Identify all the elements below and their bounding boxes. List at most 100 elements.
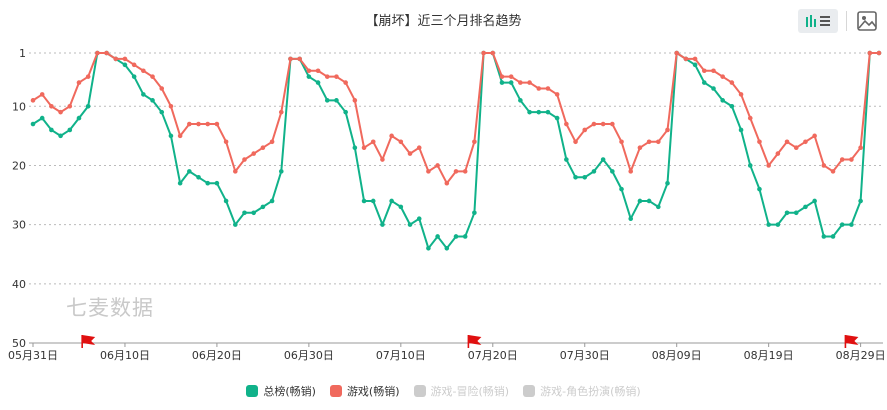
series-line xyxy=(32,52,879,250)
event-flag-icon xyxy=(845,335,859,345)
data-point xyxy=(416,145,422,150)
data-point xyxy=(187,169,192,174)
data-point xyxy=(49,127,54,133)
data-point xyxy=(701,80,707,85)
data-point xyxy=(527,80,532,85)
data-point xyxy=(812,198,817,204)
data-point xyxy=(812,133,817,139)
data-point xyxy=(619,139,624,145)
data-point xyxy=(242,210,247,216)
legend-item[interactable]: 游戏-角色扮演(畅销) xyxy=(523,383,641,399)
data-point xyxy=(683,56,689,62)
data-point xyxy=(554,92,560,97)
data-point xyxy=(573,174,578,180)
data-point xyxy=(582,174,588,180)
data-point xyxy=(656,139,661,145)
data-point xyxy=(610,169,615,174)
data-point xyxy=(518,98,523,103)
data-point xyxy=(315,68,321,74)
data-point xyxy=(95,50,100,56)
data-point xyxy=(564,121,569,127)
data-point xyxy=(637,198,643,204)
data-point xyxy=(177,180,183,186)
chart-title: 【崩坏】近三个月排名趋势 xyxy=(365,14,522,29)
x-tick-label: 06月30日 xyxy=(284,349,334,362)
x-tick-label: 07月20日 xyxy=(468,349,518,362)
data-point xyxy=(352,98,358,103)
data-point xyxy=(793,145,799,150)
save-image-button[interactable] xyxy=(855,9,879,33)
data-point xyxy=(849,157,854,162)
toolbar-divider xyxy=(846,11,847,31)
data-point xyxy=(343,80,348,85)
data-point xyxy=(738,127,744,133)
data-point xyxy=(766,222,771,227)
data-point xyxy=(389,133,394,139)
legend-item[interactable]: 总榜(畅销) xyxy=(246,383,316,399)
data-point xyxy=(803,204,808,210)
data-point xyxy=(858,145,863,150)
data-point xyxy=(370,139,376,145)
legend-label: 总榜(畅销) xyxy=(263,385,316,398)
x-tick-label: 08月09日 xyxy=(652,349,702,362)
data-point xyxy=(30,121,36,127)
data-point xyxy=(426,246,431,251)
legend-label: 游戏(畅销) xyxy=(346,385,400,398)
data-point xyxy=(444,180,450,186)
data-point xyxy=(435,234,440,239)
data-point xyxy=(720,74,725,79)
data-point xyxy=(747,163,753,168)
data-point xyxy=(435,163,440,168)
data-point xyxy=(628,216,634,222)
data-point xyxy=(141,92,146,97)
data-point xyxy=(150,98,155,103)
data-point xyxy=(177,133,183,139)
data-point xyxy=(536,109,542,115)
data-point xyxy=(591,169,597,174)
data-point xyxy=(260,204,266,210)
data-point xyxy=(472,210,477,216)
data-point xyxy=(766,163,771,168)
data-point xyxy=(122,56,128,62)
data-point xyxy=(306,68,312,74)
data-point xyxy=(729,80,735,85)
data-point xyxy=(729,103,735,109)
data-point xyxy=(39,115,45,121)
data-point xyxy=(159,109,165,115)
data-point xyxy=(582,127,588,133)
data-point xyxy=(628,169,634,174)
data-point xyxy=(205,121,211,127)
data-point xyxy=(849,222,854,227)
data-point xyxy=(876,50,882,56)
legend-item[interactable]: 游戏-冒险(畅销) xyxy=(413,383,510,399)
y-tick-label: 20 xyxy=(12,159,26,172)
data-point xyxy=(462,169,468,174)
data-point xyxy=(361,198,367,204)
data-point xyxy=(233,169,238,174)
data-point xyxy=(600,121,606,127)
chart-table-toggle-button[interactable] xyxy=(798,9,838,33)
data-point xyxy=(39,92,45,97)
legend-swatch xyxy=(329,385,342,397)
legend-label: 游戏-冒险(畅销) xyxy=(430,385,510,398)
data-point xyxy=(251,210,256,216)
y-tick-label: 40 xyxy=(12,278,26,291)
data-point xyxy=(288,56,293,62)
data-point xyxy=(297,56,302,62)
data-point xyxy=(600,157,606,162)
data-point xyxy=(499,74,505,79)
data-point xyxy=(214,121,220,127)
data-point xyxy=(711,86,716,91)
data-point xyxy=(76,80,82,85)
data-point xyxy=(821,234,827,239)
data-point xyxy=(168,133,174,139)
legend-swatch xyxy=(246,385,259,397)
data-point xyxy=(251,151,256,156)
data-point xyxy=(793,210,799,216)
data-point xyxy=(306,74,312,79)
data-point xyxy=(499,80,505,85)
data-point xyxy=(747,115,753,121)
data-point xyxy=(720,98,725,103)
legend-item[interactable]: 游戏(畅销) xyxy=(329,383,400,399)
data-point xyxy=(352,145,358,150)
